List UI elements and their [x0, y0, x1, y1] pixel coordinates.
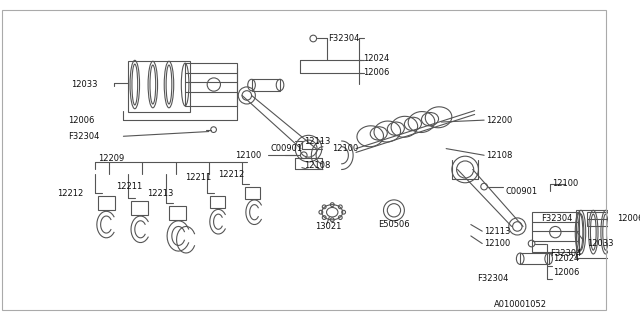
Bar [210, 196, 225, 208]
Text: C00901: C00901 [271, 144, 303, 153]
Text: 12212: 12212 [57, 189, 83, 198]
Text: 12212: 12212 [218, 170, 244, 179]
Text: 12033: 12033 [71, 80, 98, 89]
Bar [131, 201, 148, 215]
Text: 12100: 12100 [484, 239, 510, 248]
Text: 12006: 12006 [364, 68, 390, 77]
Bar [587, 212, 615, 227]
Text: F32304: F32304 [68, 132, 100, 141]
Text: 13021: 13021 [315, 222, 342, 231]
Bar [185, 63, 237, 106]
Text: 12033: 12033 [587, 239, 613, 248]
Bar [532, 212, 579, 252]
Text: F32304: F32304 [550, 249, 582, 258]
Text: 12006: 12006 [617, 214, 640, 223]
Bar [98, 196, 115, 210]
Text: 12200: 12200 [486, 116, 512, 124]
Text: 12113: 12113 [484, 227, 511, 236]
Text: 12100: 12100 [552, 179, 579, 188]
Text: F32304: F32304 [328, 34, 360, 43]
Text: 12100: 12100 [236, 151, 262, 160]
Text: 12100: 12100 [332, 144, 358, 153]
Text: C00901: C00901 [505, 187, 537, 196]
Bar [128, 61, 190, 112]
Text: E50506: E50506 [378, 220, 410, 229]
Text: 12211: 12211 [116, 182, 142, 191]
Text: 12209: 12209 [98, 154, 124, 163]
Bar [576, 210, 614, 258]
Bar [252, 79, 280, 91]
Text: A010001052: A010001052 [493, 300, 547, 309]
Text: F32304: F32304 [541, 214, 572, 223]
Text: 12113: 12113 [304, 137, 330, 146]
Text: 12211: 12211 [185, 172, 211, 181]
Text: 12024: 12024 [554, 254, 580, 263]
Text: 12006: 12006 [68, 116, 95, 124]
Text: 12006: 12006 [554, 268, 580, 276]
Text: 12108: 12108 [304, 161, 330, 170]
Bar [245, 187, 260, 199]
Bar [520, 253, 548, 264]
Text: 12024: 12024 [364, 54, 390, 63]
Text: 12213: 12213 [147, 189, 173, 198]
Bar [169, 205, 186, 220]
Text: F32304: F32304 [477, 274, 509, 283]
Text: 12108: 12108 [486, 151, 513, 160]
